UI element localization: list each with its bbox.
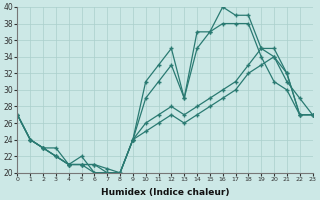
X-axis label: Humidex (Indice chaleur): Humidex (Indice chaleur) [101,188,229,197]
